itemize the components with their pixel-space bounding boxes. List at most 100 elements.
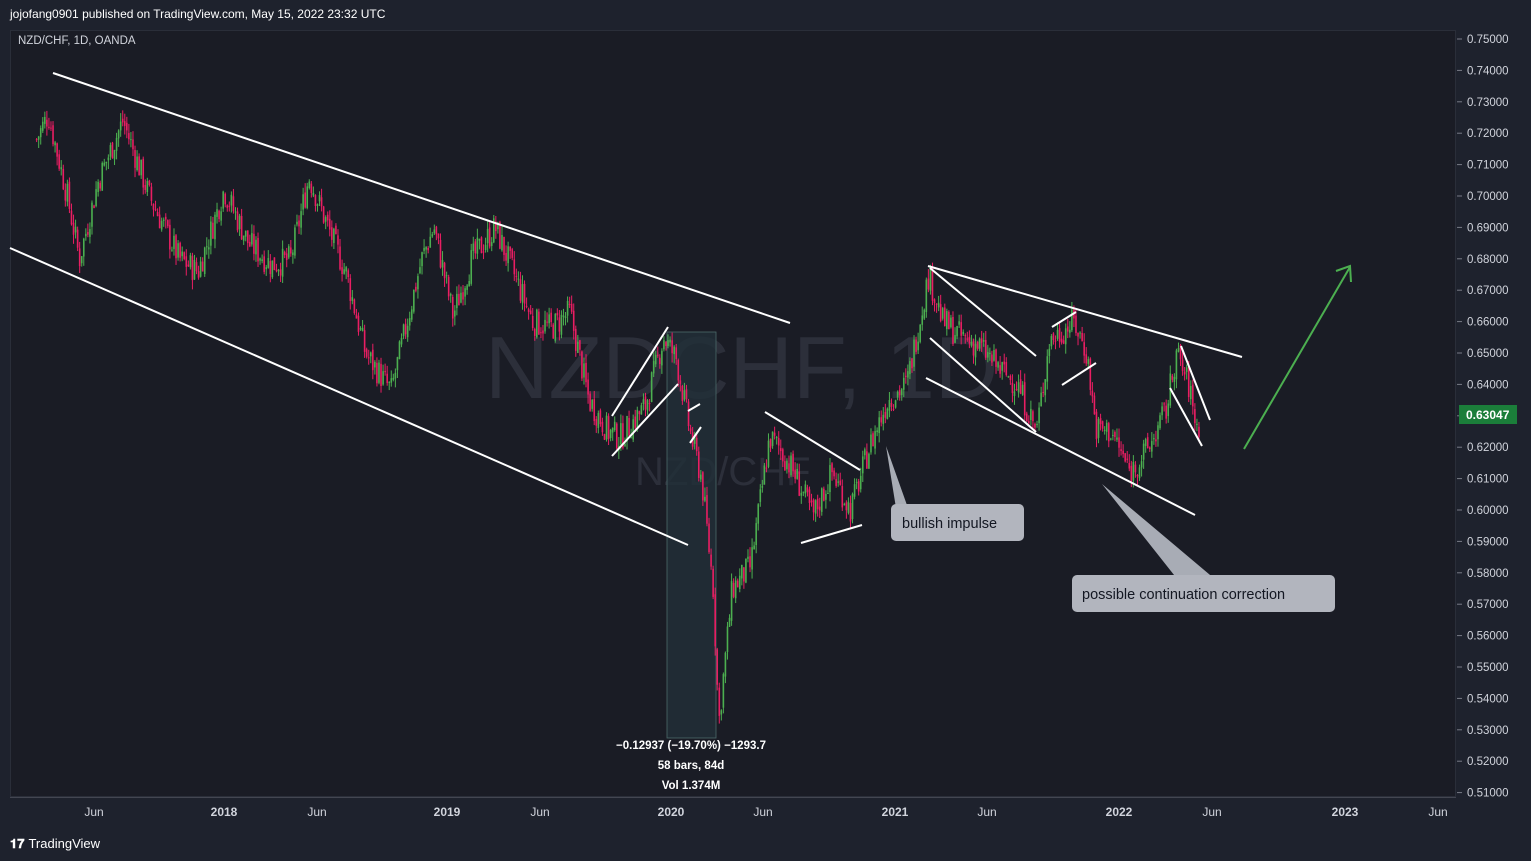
candle-body bbox=[1085, 354, 1088, 364]
candle-body bbox=[333, 228, 335, 243]
candle-body bbox=[191, 256, 194, 281]
price-tick-label: 0.55000 bbox=[1467, 662, 1509, 674]
candle-body bbox=[316, 204, 319, 206]
candle-body bbox=[907, 371, 909, 378]
candle-body bbox=[745, 558, 747, 583]
candle-body bbox=[905, 375, 907, 377]
candle-body bbox=[886, 408, 889, 419]
candle-body bbox=[1097, 419, 1100, 438]
measure-line3: Vol 1.374M bbox=[662, 780, 721, 792]
callout-continuation[interactable]: possible continuation correction bbox=[1072, 484, 1335, 612]
candle-body bbox=[1058, 328, 1061, 342]
flag2-upper[interactable] bbox=[1051, 311, 1077, 328]
channel-bottom-line[interactable] bbox=[9, 247, 689, 546]
candle-body bbox=[167, 220, 169, 227]
wedge1-lower[interactable] bbox=[611, 383, 679, 457]
candle-body bbox=[285, 253, 288, 260]
time-axis[interactable] bbox=[10, 797, 1456, 827]
candle-body bbox=[601, 421, 604, 433]
candle-body bbox=[273, 257, 276, 271]
candle-body bbox=[636, 409, 639, 429]
candle-body bbox=[1036, 424, 1038, 426]
candle-body bbox=[39, 128, 42, 138]
candle-body bbox=[113, 150, 116, 160]
candle-body bbox=[1032, 411, 1034, 422]
candle-body bbox=[355, 314, 358, 319]
candle-body bbox=[564, 316, 567, 319]
candle-body bbox=[66, 183, 69, 202]
candle-body bbox=[201, 261, 204, 272]
price-tick-label: 0.53000 bbox=[1467, 725, 1509, 737]
candle-body bbox=[1157, 425, 1159, 440]
candle-body bbox=[423, 247, 425, 251]
candle-body bbox=[597, 412, 600, 428]
channel2-bottom-line[interactable] bbox=[925, 377, 1196, 516]
candles-group bbox=[35, 110, 1200, 724]
callout-bullish[interactable]: bullish impulse bbox=[886, 446, 1024, 541]
candle-body bbox=[441, 260, 444, 268]
candle-body bbox=[70, 210, 73, 225]
candle-body bbox=[56, 143, 58, 157]
candle-body bbox=[154, 209, 157, 211]
candle-body bbox=[1087, 359, 1090, 364]
candle-body bbox=[954, 335, 956, 343]
candle-body bbox=[603, 434, 606, 440]
wedge3-lower[interactable] bbox=[1169, 387, 1203, 447]
candle-body bbox=[158, 214, 161, 229]
candle-body bbox=[326, 214, 329, 221]
projection-arrow[interactable] bbox=[1243, 264, 1352, 450]
tradingview-logo[interactable]: 𝟏𝟕 TradingView bbox=[10, 836, 100, 852]
candle-body bbox=[1021, 384, 1024, 395]
channel2-top-line[interactable] bbox=[927, 265, 1243, 358]
candle-body bbox=[683, 390, 686, 400]
candle-body bbox=[913, 339, 915, 367]
candle-body bbox=[853, 484, 856, 497]
price-tick-label: 0.59000 bbox=[1467, 536, 1509, 548]
candle-body bbox=[427, 247, 429, 251]
candle-body bbox=[728, 617, 731, 627]
wedge2-lower[interactable] bbox=[929, 337, 1037, 433]
candle-body bbox=[466, 285, 468, 290]
candle-body bbox=[888, 400, 891, 411]
candle-body bbox=[54, 142, 56, 146]
candle-body bbox=[689, 428, 692, 432]
candle-body bbox=[472, 243, 475, 251]
wedge1-upper[interactable] bbox=[611, 326, 669, 417]
flag1-lower[interactable] bbox=[689, 426, 702, 444]
candle-body bbox=[203, 247, 206, 275]
candle-body bbox=[769, 438, 772, 448]
candle-body bbox=[857, 481, 860, 492]
candle-body bbox=[538, 311, 540, 335]
flag1-upper[interactable] bbox=[687, 403, 701, 412]
flag2-lower[interactable] bbox=[1061, 362, 1097, 386]
candle-body bbox=[177, 243, 179, 258]
candle-body bbox=[581, 351, 583, 379]
candle-body bbox=[244, 230, 247, 237]
candle-body bbox=[1171, 375, 1174, 380]
candle-body bbox=[337, 235, 339, 245]
candle-body bbox=[218, 210, 220, 220]
candle-body bbox=[474, 241, 477, 254]
candle-body bbox=[1079, 332, 1081, 334]
price-axis[interactable] bbox=[1457, 30, 1531, 827]
time-tick-label: Jun bbox=[1428, 805, 1447, 819]
candle-body bbox=[80, 256, 83, 264]
measure-box[interactable] bbox=[666, 331, 717, 739]
triangle-lower[interactable] bbox=[800, 524, 863, 544]
candle-body bbox=[1151, 441, 1153, 452]
candle-body bbox=[148, 180, 151, 186]
candle-body bbox=[486, 228, 489, 244]
candle-body bbox=[818, 506, 821, 511]
channel-top-line[interactable] bbox=[52, 72, 791, 324]
triangle-upper[interactable] bbox=[764, 411, 861, 471]
candle-body bbox=[1077, 332, 1079, 337]
chart-area[interactable] bbox=[10, 30, 1456, 797]
candle-body bbox=[189, 255, 192, 268]
wedge2-upper[interactable] bbox=[929, 267, 1037, 357]
candle-body bbox=[419, 267, 421, 274]
candle-body bbox=[859, 475, 862, 490]
candle-body bbox=[570, 303, 573, 312]
wedge3-upper[interactable] bbox=[1180, 345, 1211, 421]
candle-body bbox=[287, 246, 290, 258]
candle-body bbox=[974, 343, 977, 358]
